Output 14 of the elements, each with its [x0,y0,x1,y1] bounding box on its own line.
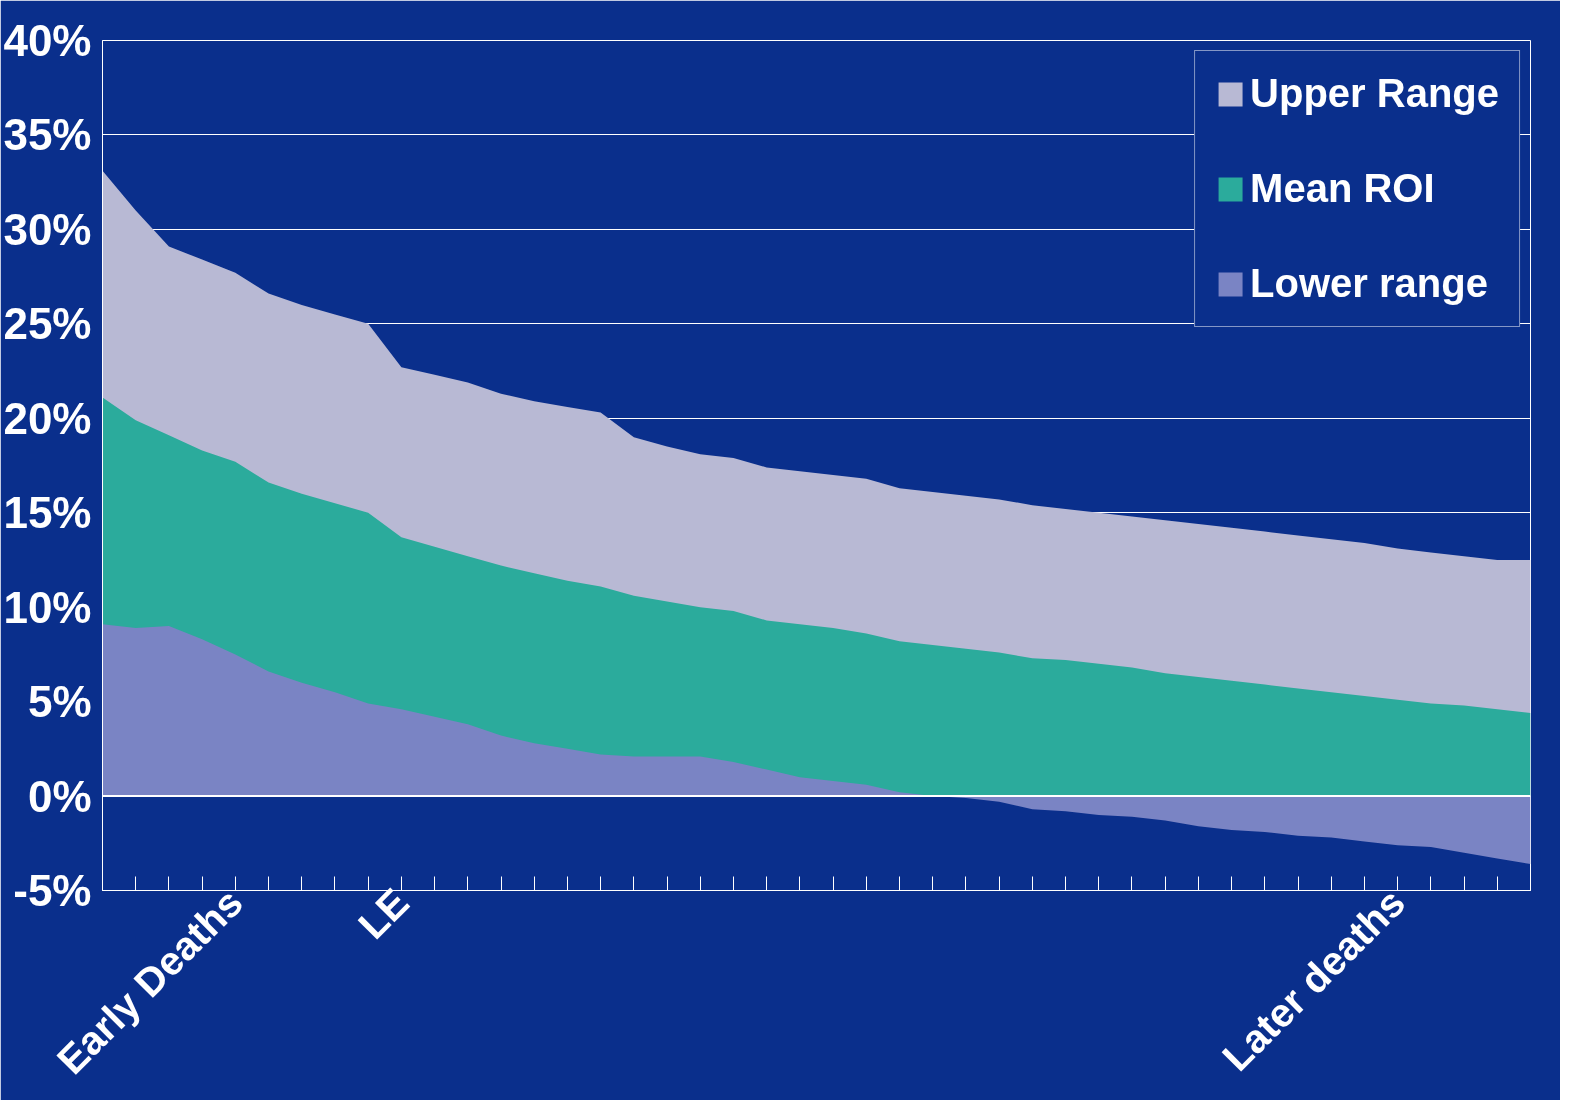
x-tick-label: LE [349,879,417,948]
y-tick-label: 20% [3,393,92,443]
y-tick-label: 10% [3,582,92,632]
y-tick-label: 30% [3,204,92,254]
legend-label: Upper Range [1250,71,1499,116]
y-tick-label: 15% [3,488,92,538]
legend-label: Mean ROI [1250,166,1435,211]
y-tick-label: 25% [3,299,92,349]
y-tick-label: 5% [27,677,92,727]
legend-label: Lower range [1250,261,1488,306]
y-tick-label: 35% [3,110,92,160]
y-tick-label: 0% [27,771,92,821]
y-tick-label: 40% [3,16,92,65]
y-tick-label: -5% [13,866,92,915]
